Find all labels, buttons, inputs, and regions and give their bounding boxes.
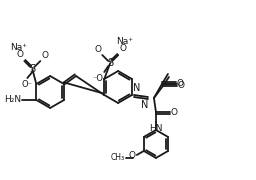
Text: O: O (129, 151, 136, 160)
Text: O⁻: O⁻ (22, 80, 33, 89)
Text: N: N (141, 100, 149, 111)
Text: N: N (133, 84, 141, 93)
Text: O: O (94, 45, 101, 54)
Text: S: S (107, 58, 113, 68)
Text: O: O (41, 51, 48, 60)
Text: S: S (29, 64, 35, 74)
Text: HN: HN (149, 124, 163, 133)
Text: O: O (119, 44, 126, 53)
Text: CH₃: CH₃ (111, 153, 125, 162)
Text: O: O (171, 109, 178, 118)
Text: Na⁺: Na⁺ (10, 42, 27, 51)
Text: Na⁺: Na⁺ (116, 37, 133, 46)
Text: O: O (16, 50, 23, 59)
Text: O: O (177, 78, 184, 87)
Text: ⁻O: ⁻O (92, 74, 103, 83)
Text: O: O (178, 80, 185, 89)
Text: H₂N: H₂N (4, 96, 21, 105)
